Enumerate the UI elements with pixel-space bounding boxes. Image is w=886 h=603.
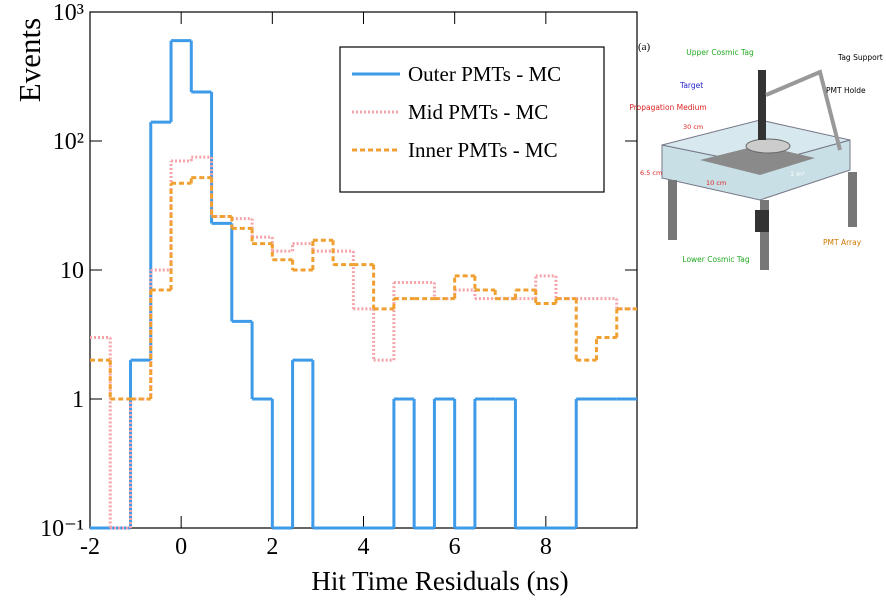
label: 10 cm [706,179,726,187]
leg [668,180,677,240]
legend-label: Inner PMTs - MC [408,138,558,162]
x-tick-label: 4 [358,534,370,560]
upper-tag [758,70,766,140]
y-tick-label: 10⁻¹ [40,516,84,542]
legend-label: Outer PMTs - MC [408,62,561,86]
target [745,138,791,154]
y-tick-label: 10² [53,129,84,155]
label: Upper Cosmic Tag [686,48,754,57]
y-tick-label: 10³ [53,0,84,26]
label: Propagation Medium [629,103,706,112]
series [90,155,637,530]
lower-tag [755,210,769,232]
label: PMT Array [823,238,862,247]
x-tick-label: -2 [80,534,100,560]
x-tick-label: 0 [175,534,187,560]
legend-box [339,46,605,193]
x-axis-label: Hit Time Residuals (ns) [311,566,568,596]
label: Tag Support [837,53,883,62]
y-tick-label: 1 [72,387,84,413]
label: 6.5 cm [640,169,662,177]
legend-label: Mid PMTs - MC [408,100,548,124]
pmt-grid [700,145,815,175]
label: PMT Holde [826,86,866,95]
x-tick-label: 6 [449,534,461,560]
label: 30 cm [683,123,703,131]
series [90,176,637,401]
leg [848,172,857,227]
label: Lower Cosmic Tag [682,255,749,264]
panel-label: (a) [638,41,651,53]
diagram: (a) Upper Cosmic Tag Tag Support Target … [629,41,883,270]
label: 1 in² [790,170,805,178]
x-tick-label: 8 [540,534,552,560]
label: Target [679,81,703,90]
leg [760,200,769,270]
x-tick-label: 2 [266,534,278,560]
y-axis-label: Events [12,18,47,102]
y-tick-label: 10 [60,258,84,284]
tag-support [765,69,842,151]
